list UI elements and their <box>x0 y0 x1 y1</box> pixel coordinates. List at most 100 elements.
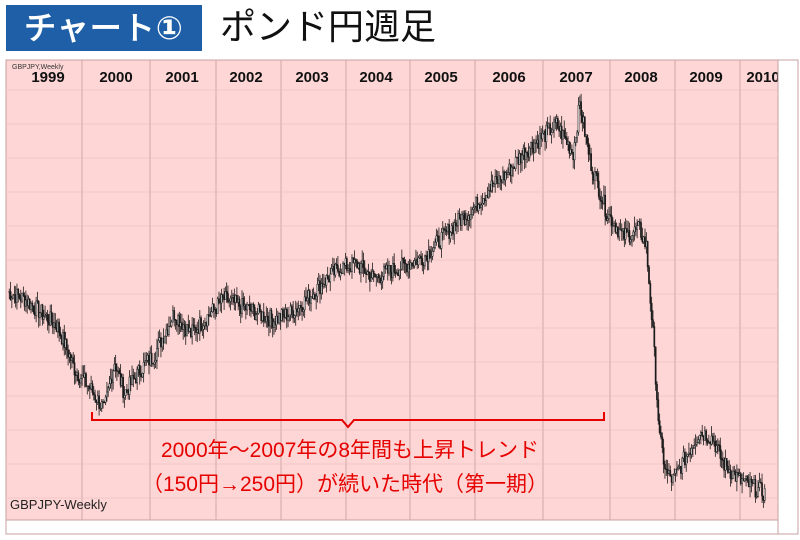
candle-body <box>628 230 631 243</box>
candle-body <box>463 213 466 225</box>
candle-body <box>279 313 282 321</box>
candle-body <box>565 137 568 145</box>
candle-body <box>301 307 303 312</box>
candle-body <box>360 263 362 273</box>
candle-body <box>220 294 223 304</box>
candle-body <box>352 257 355 264</box>
candle-body <box>202 325 205 330</box>
candle-body <box>406 263 408 273</box>
candle-body <box>654 346 657 385</box>
candle-body <box>471 209 474 216</box>
candle-body <box>550 132 553 136</box>
candle-body <box>637 221 640 226</box>
candle-body <box>307 290 310 299</box>
candle-body <box>28 298 31 310</box>
candle-body <box>319 280 321 295</box>
candle-body <box>395 272 398 274</box>
candle-body <box>569 149 572 154</box>
candle-body <box>174 318 177 321</box>
candle-body <box>328 278 330 283</box>
candle-body <box>320 283 323 295</box>
candle-body <box>472 207 475 210</box>
candle-body <box>95 399 98 403</box>
candle-body <box>380 280 383 283</box>
candle-body <box>495 176 498 180</box>
candle-body <box>757 487 759 497</box>
candle-body <box>298 304 301 309</box>
candle-body <box>306 297 309 302</box>
candle-body <box>321 283 324 288</box>
header: チャート① ポンド円週足 <box>0 0 800 58</box>
candle-body <box>149 352 152 366</box>
candle-body <box>425 254 427 257</box>
candle-body <box>553 119 555 131</box>
candle-body <box>721 459 724 461</box>
candle-body <box>339 272 342 277</box>
candle-body <box>473 206 476 209</box>
candle-body <box>608 214 610 219</box>
candle-body <box>449 232 452 240</box>
candle-body <box>67 349 69 358</box>
candle-body <box>668 470 670 474</box>
candle-body <box>21 292 23 302</box>
candle-body <box>505 172 508 176</box>
candle-body <box>22 292 25 296</box>
candle-body <box>197 329 200 334</box>
candle-body <box>83 373 86 378</box>
candle-body <box>662 447 665 465</box>
candle-body <box>40 304 43 314</box>
candle-body <box>438 235 440 248</box>
candle-body <box>211 303 214 312</box>
candle-body <box>27 298 30 306</box>
candle-body <box>133 378 136 380</box>
candle-body <box>381 276 384 282</box>
candle-body <box>530 142 532 149</box>
candle-body <box>62 332 64 345</box>
candle-body <box>141 373 144 378</box>
candle-body <box>366 271 369 275</box>
candle-body <box>562 130 564 140</box>
candle-body <box>13 294 16 296</box>
candle-body <box>23 295 26 307</box>
candle-body <box>233 295 236 303</box>
candle-body <box>597 180 600 197</box>
candle-body <box>142 362 145 374</box>
candle-body <box>648 266 650 284</box>
candle-body <box>413 260 416 267</box>
candle-body <box>686 454 689 457</box>
candle-body <box>248 303 251 310</box>
candle-body <box>215 309 218 314</box>
candle-body <box>685 456 688 466</box>
candle-body <box>98 395 100 409</box>
candle-body <box>629 239 632 243</box>
candle-body <box>34 311 36 316</box>
candle-body <box>739 473 742 484</box>
candle-body <box>191 324 193 337</box>
candle-body <box>283 314 286 318</box>
candle-body <box>255 314 257 320</box>
candle-body <box>546 125 549 128</box>
candle-body <box>650 303 653 320</box>
candle-body <box>690 448 693 455</box>
candle-body <box>136 368 139 383</box>
candle-body <box>636 225 638 230</box>
candle-body <box>177 315 179 326</box>
candle-body <box>160 337 162 348</box>
candle-body <box>516 157 518 159</box>
candle-body <box>156 348 158 361</box>
candle-body <box>257 304 260 314</box>
candle-body <box>649 283 652 304</box>
candle-body <box>485 195 488 201</box>
candle-body <box>441 228 444 233</box>
candle-body <box>491 180 494 187</box>
price-series <box>8 93 766 508</box>
candle-body <box>45 313 48 316</box>
candle-body <box>190 327 192 337</box>
candle-body <box>422 264 425 267</box>
candle-body <box>436 235 439 237</box>
candle-body <box>219 301 222 304</box>
candle-body <box>409 262 412 270</box>
candle-body <box>734 471 737 482</box>
candle-body <box>554 119 557 123</box>
candle-body <box>725 458 728 467</box>
